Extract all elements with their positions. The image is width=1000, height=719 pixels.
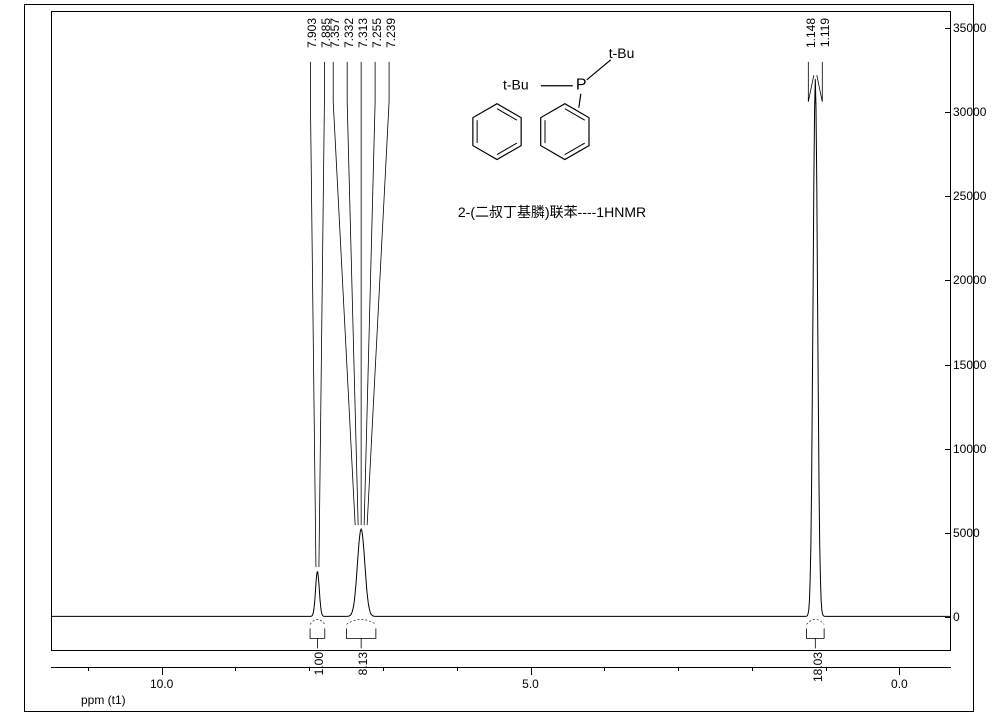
x-axis: ppm (t1) 10.0 5.0 0.0 [51,667,951,717]
y-tick [945,280,951,281]
y-axis-label: 0 [953,610,960,624]
spectrum-line [52,79,950,616]
y-axis-label: 35000 [953,21,986,35]
x-tick-major [162,667,163,675]
integral-brackets [310,619,824,648]
x-tick-major [899,667,900,675]
y-axis-label: 25000 [953,189,986,203]
y-axis-label: 20000 [953,273,986,287]
peak-ppm-label: 7.357 [328,18,342,48]
nmr-spectrum-container: Pt-But-Bu 7.9037.8857.3577.3327.3137.255… [0,0,1000,719]
peak-ppm-label: 1.119 [818,18,832,47]
compound-name: 2-(二叔丁基膦)联苯----1HNMR [402,202,702,222]
y-tick [945,365,951,366]
peak-leader-lines [310,62,822,567]
x-axis-line [51,667,951,668]
y-axis-right: 0 5000 10000 15000 20000 25000 30000 35000 [951,11,997,651]
x-axis-title: ppm (t1) [81,693,126,707]
x-axis-label: 5.0 [522,677,539,691]
peak-ppm-label: 7.903 [305,18,319,48]
y-tick [945,617,951,618]
x-axis-label: 10.0 [150,677,173,691]
x-axis-label: 0.0 [891,677,908,691]
svg-text:t-Bu: t-Bu [609,45,635,61]
peak-ppm-label: 7.239 [384,18,398,48]
spectrum-svg: Pt-Bu t-Bu [52,12,950,650]
y-tick [945,533,951,534]
outer-frame: Pt-But-Bu 7.9037.8857.3577.3327.3137.255… [24,4,974,712]
y-tick [945,196,951,197]
peak-ppm-label: 1.148 [804,18,818,48]
svg-text:t-Bu: t-Bu [503,77,529,93]
y-tick [945,28,951,29]
svg-text:P: P [576,77,587,94]
plot-area: Pt-But-Bu 7.9037.8857.3577.3327.3137.255… [51,11,951,651]
y-axis-label: 15000 [953,358,986,372]
y-axis-label: 30000 [953,105,986,119]
chemical-structure: Pt-Bu t-Bu [473,45,635,160]
y-axis-label: 5000 [953,526,980,540]
peak-ppm-label: 7.332 [342,18,356,48]
peak-ppm-label: 7.313 [356,18,370,48]
peak-ppm-label: 7.255 [370,18,384,48]
x-tick-major [531,667,532,675]
y-axis-label: 10000 [953,442,986,456]
y-tick [945,449,951,450]
y-tick [945,112,951,113]
